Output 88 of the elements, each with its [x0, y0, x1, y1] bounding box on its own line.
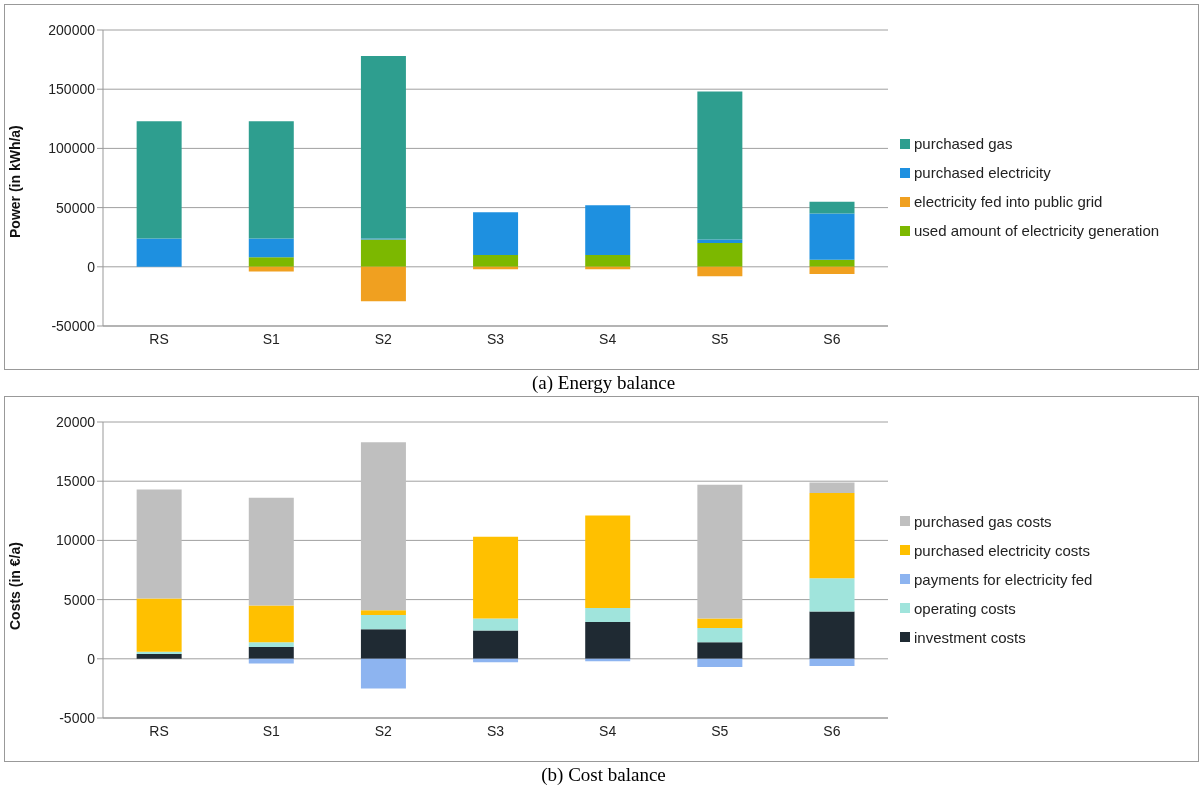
x-tick-label: RS — [149, 330, 169, 347]
bar — [473, 254, 519, 267]
y-tick-label: 0 — [87, 258, 96, 275]
bar — [809, 611, 855, 659]
x-tick-label: S5 — [711, 722, 729, 739]
x-tick-label: S2 — [374, 330, 393, 347]
bar — [248, 646, 294, 659]
bar — [248, 605, 294, 643]
legend-label: purchased electricity — [914, 164, 1051, 181]
bar — [809, 482, 855, 494]
bar — [248, 121, 294, 239]
y-tick-label: -50000 — [51, 317, 96, 334]
bar — [136, 654, 182, 659]
bar — [697, 243, 743, 267]
bar — [248, 642, 294, 647]
bar — [248, 238, 294, 258]
bar — [585, 607, 631, 623]
y-tick-label: 10000 — [56, 532, 96, 549]
y-tick-label: 5000 — [63, 591, 96, 608]
bar — [809, 266, 855, 274]
bar — [248, 658, 294, 664]
legend-label: payments for electricity fed — [914, 570, 1093, 588]
x-tick-label: S1 — [262, 330, 280, 347]
bar — [360, 239, 406, 267]
bar — [809, 578, 855, 612]
x-tick-label: S6 — [823, 330, 841, 347]
bar — [585, 205, 631, 255]
legend-label: investment costs — [914, 628, 1026, 646]
bar — [473, 212, 519, 255]
bar — [697, 658, 743, 668]
legend-label: electricity fed into public grid — [914, 193, 1103, 210]
bar — [136, 489, 182, 599]
bar — [585, 254, 631, 267]
y-tick-label: 20000 — [56, 413, 96, 430]
x-tick-label: S3 — [486, 330, 505, 347]
y-tick-label: 0 — [87, 650, 96, 667]
legend-label: purchased electricity costs — [914, 541, 1090, 559]
y-tick-label: -5000 — [59, 709, 96, 726]
bar — [697, 91, 743, 240]
bar — [136, 598, 182, 652]
bar — [809, 493, 855, 579]
bar — [585, 622, 631, 659]
x-tick-label: S4 — [599, 722, 617, 739]
y-axis-title: Power (in kWh/a) — [6, 125, 23, 238]
text: (a) Energy balance — [530, 371, 677, 395]
bar — [248, 257, 294, 267]
bar — [360, 629, 406, 659]
bar — [136, 238, 182, 267]
bar — [697, 642, 743, 659]
bar — [473, 618, 519, 631]
legend-label: purchased gas costs — [914, 512, 1052, 530]
x-tick-label: S5 — [711, 330, 729, 347]
legend-label: used amount of electricity generation — [914, 222, 1160, 239]
bar — [809, 213, 855, 260]
bar — [248, 266, 294, 272]
bar — [136, 121, 182, 239]
bar — [360, 610, 406, 615]
x-tick-label: S4 — [599, 330, 617, 347]
y-tick-label: 200000 — [48, 21, 96, 38]
y-tick-label: 150000 — [48, 81, 96, 98]
bar — [809, 201, 855, 214]
x-tick-label: S3 — [486, 722, 505, 739]
bar — [697, 484, 743, 619]
x-tick-label: S6 — [823, 722, 841, 739]
bar — [473, 630, 519, 659]
legend-label: operating costs — [914, 599, 1016, 617]
y-tick-label: 50000 — [56, 199, 96, 216]
legend-label: purchased gas — [914, 135, 1013, 152]
text: (b) Cost balance — [540, 763, 667, 787]
bar — [809, 259, 855, 267]
x-tick-label: S1 — [262, 722, 280, 739]
x-tick-label: S2 — [374, 722, 393, 739]
bar — [473, 536, 519, 619]
y-tick-label: 15000 — [56, 473, 96, 490]
bar — [360, 266, 406, 302]
bar — [809, 658, 855, 666]
bar — [697, 628, 743, 643]
bar — [360, 614, 406, 630]
bar — [585, 515, 631, 608]
y-axis-title: Costs (in €/a) — [6, 542, 23, 630]
bar — [697, 618, 743, 629]
bar — [697, 266, 743, 277]
bar — [360, 56, 406, 239]
y-tick-label: 100000 — [48, 140, 96, 157]
bar — [248, 497, 294, 606]
x-tick-label: RS — [149, 722, 169, 739]
bar — [360, 442, 406, 611]
bar — [360, 658, 406, 689]
